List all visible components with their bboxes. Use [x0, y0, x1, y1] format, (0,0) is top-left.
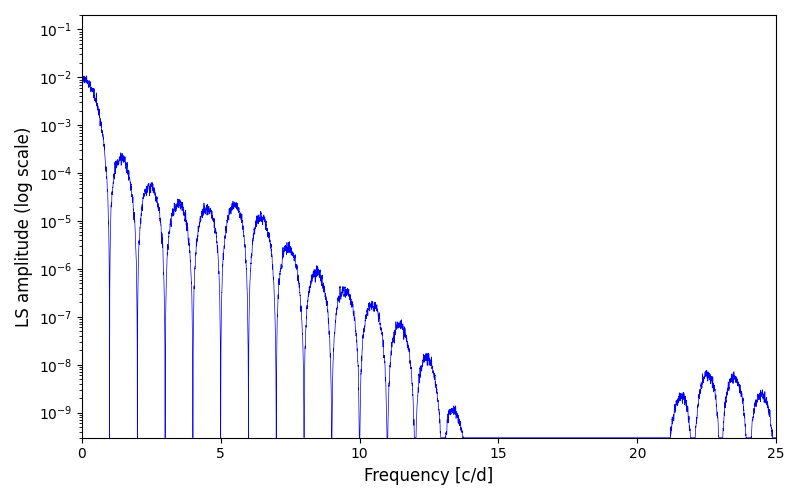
Y-axis label: LS amplitude (log scale): LS amplitude (log scale) — [15, 126, 33, 326]
X-axis label: Frequency [c/d]: Frequency [c/d] — [364, 467, 494, 485]
